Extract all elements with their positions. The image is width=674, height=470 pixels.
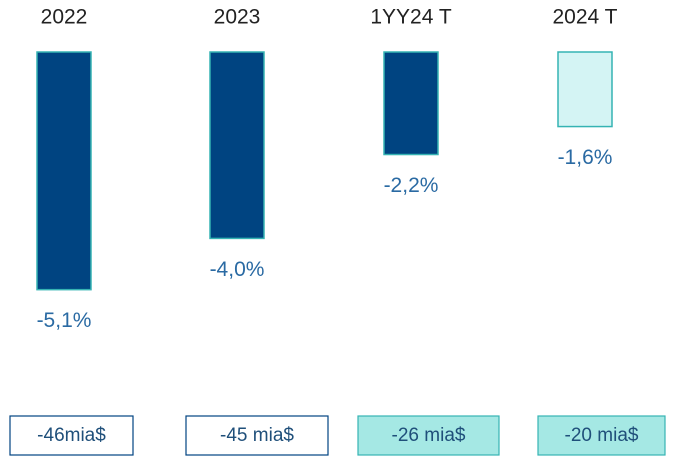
amount-box	[357, 415, 500, 456]
value-label: -5,1%	[37, 309, 92, 332]
value-label: -2,2%	[384, 174, 439, 197]
bar	[36, 51, 92, 291]
bar	[557, 51, 613, 128]
bar	[209, 51, 265, 240]
category-label: 2022	[41, 6, 88, 29]
category-label: 2023	[214, 6, 261, 29]
category-label: 2024 T	[553, 6, 618, 29]
amount-box	[537, 415, 666, 456]
bar	[383, 51, 439, 156]
category-label: 1YY24 T	[370, 6, 452, 29]
amount-box	[9, 415, 134, 456]
amount-label: -26 mia$	[392, 425, 466, 446]
amount-label: -45 mia$	[220, 425, 294, 446]
value-label: -1,6%	[558, 146, 613, 169]
amount-box	[185, 415, 329, 456]
amount-label: -20 mia$	[565, 425, 639, 446]
value-label: -4,0%	[210, 258, 265, 281]
amount-label: -46mia$	[37, 425, 106, 446]
